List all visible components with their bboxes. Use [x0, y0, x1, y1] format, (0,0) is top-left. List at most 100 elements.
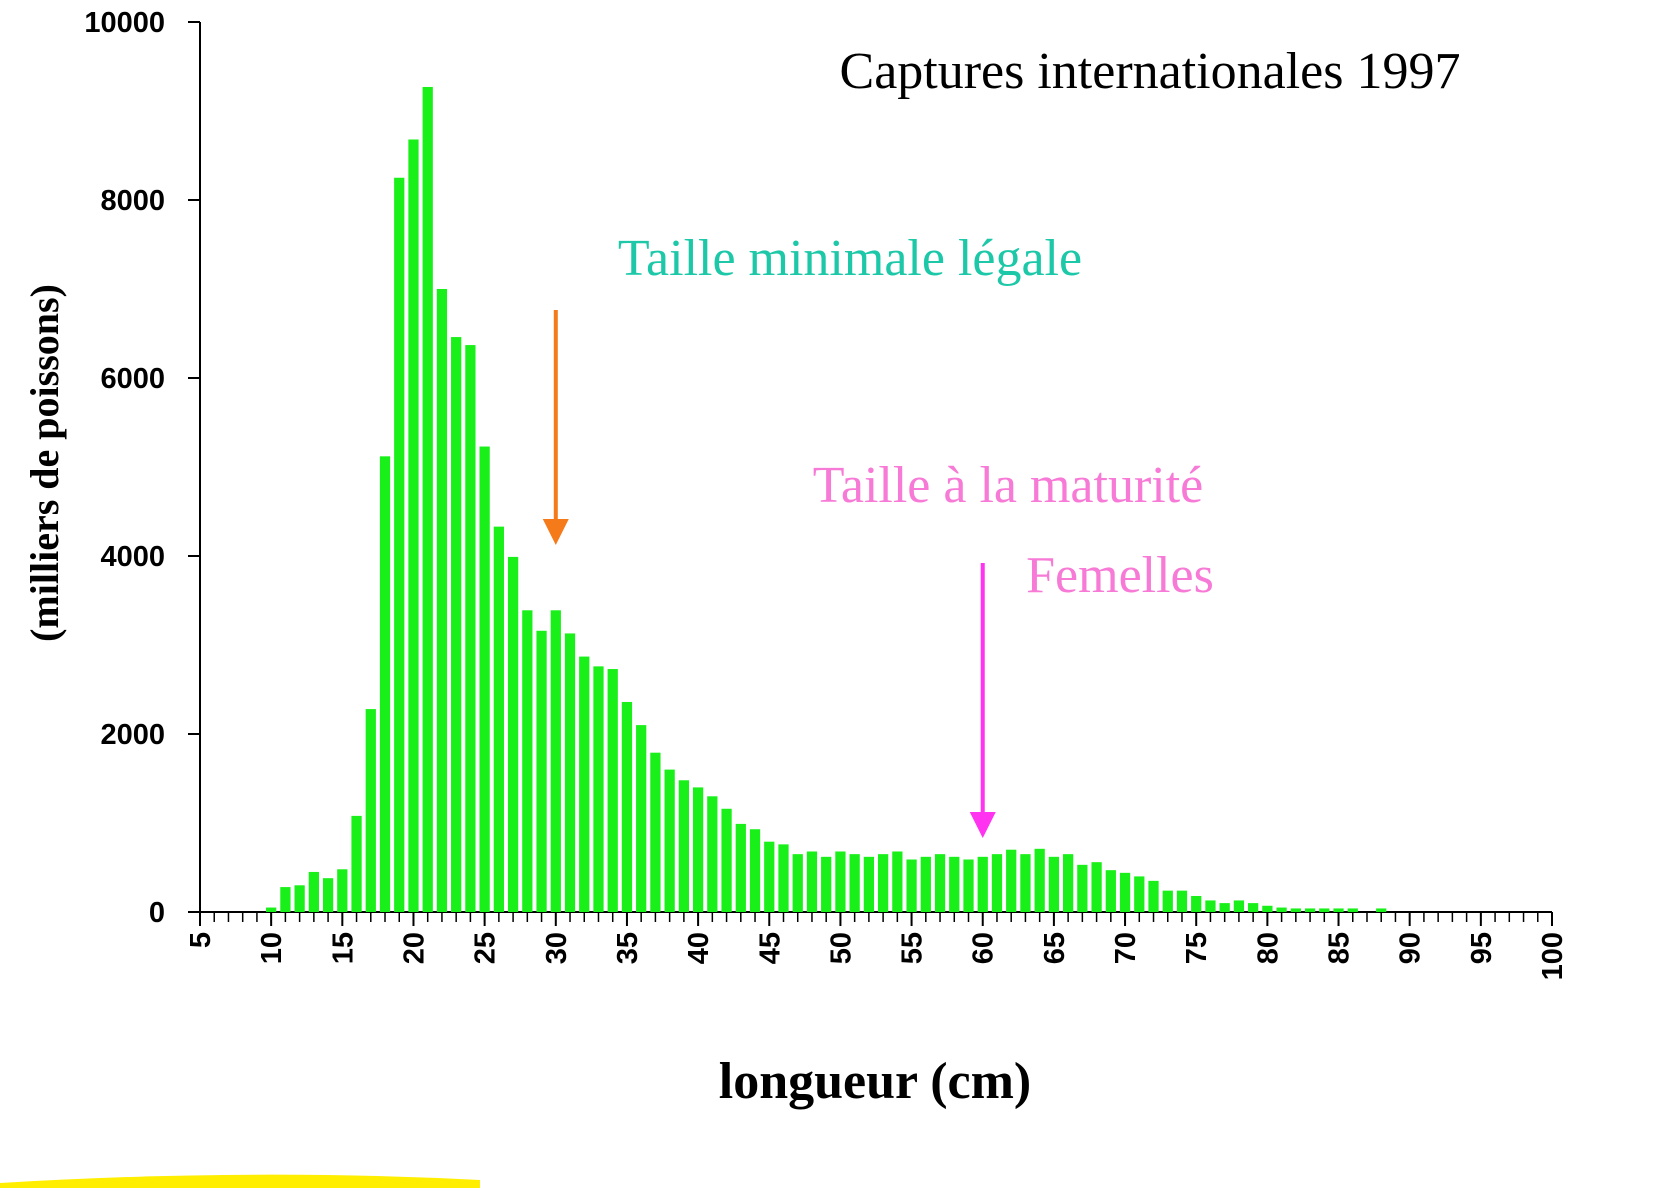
- bar: [636, 725, 647, 912]
- bar: [806, 851, 818, 912]
- bar: [1347, 908, 1358, 912]
- y-axis-label: (milliers de poissons): [22, 284, 67, 642]
- bar: [721, 808, 732, 912]
- bar: [1105, 870, 1116, 912]
- bar: [522, 610, 533, 912]
- bar: [949, 856, 960, 912]
- x-tick-label: 65: [1039, 932, 1071, 964]
- bar: [422, 86, 433, 913]
- x-tick-label: 10: [256, 932, 288, 964]
- bar: [1091, 862, 1102, 912]
- bar: [593, 666, 604, 912]
- bar: [906, 859, 917, 912]
- bar: [1162, 890, 1173, 912]
- y-tick-label: 0: [149, 897, 165, 929]
- bar: [707, 796, 718, 912]
- bar: [365, 709, 376, 912]
- bar: [1205, 900, 1216, 912]
- bar: [778, 844, 789, 912]
- bar: [863, 856, 875, 912]
- x-tick-label: 70: [1110, 932, 1142, 964]
- bar: [564, 633, 576, 912]
- x-tick-label: 85: [1324, 932, 1356, 964]
- bar: [1176, 890, 1188, 912]
- bar: [579, 656, 590, 912]
- bar: [337, 869, 348, 912]
- bar: [1048, 856, 1060, 912]
- x-tick-label: 30: [541, 932, 573, 964]
- bar: [1191, 895, 1202, 912]
- bar: [1262, 905, 1273, 912]
- bar: [351, 815, 362, 912]
- bar: [821, 856, 832, 912]
- bar: [507, 556, 519, 912]
- y-tick-label: 6000: [100, 363, 165, 395]
- x-tick-label: 60: [968, 932, 1000, 964]
- annotation: Taille à la maturité: [813, 457, 1204, 514]
- y-tick-label: 8000: [100, 185, 165, 217]
- bar: [379, 456, 391, 912]
- x-tick-label: 80: [1252, 932, 1284, 964]
- bar: [650, 752, 661, 912]
- bar: [1276, 907, 1287, 912]
- bar: [1304, 908, 1316, 912]
- bar: [607, 669, 618, 912]
- bar: [1006, 849, 1017, 912]
- bar: [1319, 908, 1330, 912]
- bar: [835, 851, 846, 912]
- bar: [294, 885, 305, 912]
- x-axis-label: longueur (cm): [719, 1053, 1031, 1110]
- bar: [408, 139, 419, 913]
- x-tick-label: 50: [825, 932, 857, 964]
- bar: [436, 289, 448, 912]
- bar: [493, 526, 504, 912]
- bar: [735, 823, 746, 912]
- bar: [1063, 854, 1074, 912]
- bar: [1233, 900, 1245, 912]
- bar: [849, 854, 860, 912]
- bar: [1376, 908, 1387, 912]
- bar: [479, 446, 490, 912]
- bar: [1077, 864, 1088, 912]
- y-tick-label: 2000: [100, 719, 165, 751]
- bar: [1290, 908, 1301, 912]
- bar: [764, 841, 775, 912]
- bar: [394, 177, 405, 912]
- x-tick-label: 90: [1395, 932, 1427, 964]
- decoration: [0, 1174, 480, 1188]
- x-tick-label: 35: [612, 932, 644, 964]
- x-tick-label: 45: [754, 932, 786, 964]
- x-tick-label: 95: [1466, 932, 1498, 964]
- bar: [1020, 854, 1031, 912]
- bar: [678, 780, 689, 912]
- bar: [465, 345, 476, 912]
- x-tick-label: 5: [185, 932, 217, 948]
- bar: [1333, 908, 1344, 912]
- bar: [692, 787, 704, 912]
- x-tick-label: 75: [1181, 932, 1213, 964]
- y-tick-label: 10000: [84, 7, 165, 39]
- x-tick-label: 40: [683, 932, 715, 964]
- x-tick-label: 20: [398, 932, 430, 964]
- annotation: Femelles: [1026, 547, 1214, 604]
- bar: [1248, 903, 1259, 912]
- bar: [664, 769, 675, 912]
- bar: [621, 701, 633, 912]
- bar: [1134, 876, 1145, 912]
- bar: [963, 859, 974, 912]
- bar: [792, 854, 803, 912]
- chart-title: Captures internationales 1997: [840, 43, 1461, 100]
- bar: [1148, 880, 1159, 912]
- bar: [991, 854, 1003, 912]
- bar: [451, 337, 462, 912]
- bar: [280, 887, 291, 912]
- bar: [1219, 903, 1230, 912]
- bar: [1119, 872, 1131, 912]
- bar: [877, 854, 889, 912]
- bar: [1034, 848, 1045, 912]
- x-tick-label: 55: [897, 932, 929, 964]
- bar: [892, 851, 903, 912]
- bar: [322, 878, 334, 912]
